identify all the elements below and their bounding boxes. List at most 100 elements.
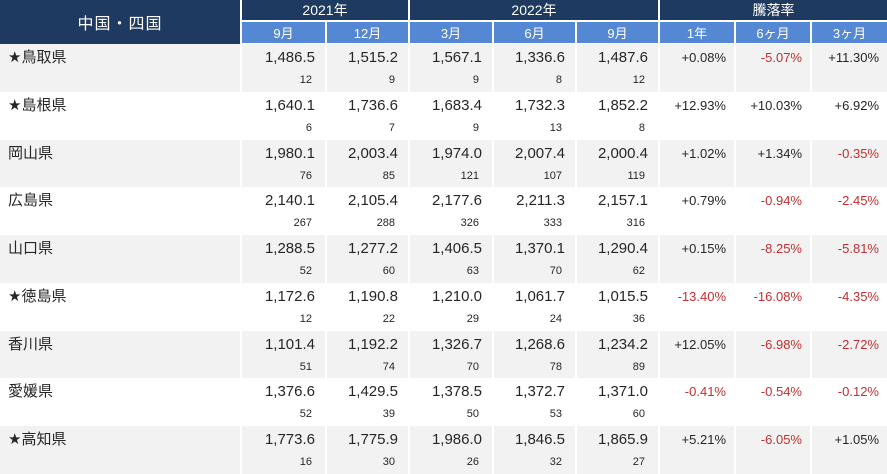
listing-count: 22	[382, 312, 395, 325]
price-cell: 1,640.1 6	[240, 91, 325, 140]
change-rate-value: -2.72%	[837, 336, 879, 352]
change-rate-cell: +1.05%	[810, 426, 887, 474]
price-cell: 1,061.7 24	[492, 282, 575, 331]
price-cell: 2,007.4 107	[492, 139, 575, 188]
prefecture-name: ★島根県	[8, 96, 67, 114]
price-value: 1,290.4	[597, 240, 648, 258]
listing-count: 52	[299, 265, 312, 278]
price-cell: 1,515.2 9	[325, 44, 408, 92]
price-value: 1,773.6	[264, 431, 315, 449]
price-value: 1,192.2	[347, 335, 398, 353]
price-value: 1,268.6	[514, 335, 565, 353]
listing-count: 60	[632, 408, 645, 421]
price-value: 1,101.4	[264, 335, 315, 353]
change-rate-cell: +1.02%	[658, 139, 734, 188]
listing-count: 74	[382, 360, 395, 373]
listing-count: 24	[549, 312, 562, 325]
col-header-2022-09: 9月	[575, 22, 658, 44]
price-value: 1,865.9	[597, 431, 648, 449]
price-value: 1,487.6	[597, 49, 648, 66]
listing-count: 326	[460, 217, 479, 230]
listing-count: 267	[293, 217, 312, 230]
price-cell: 1,234.2 89	[575, 330, 658, 379]
listing-count: 9	[388, 74, 395, 86]
price-value: 1,486.5	[264, 49, 315, 66]
price-cell: 1,683.4 9	[408, 91, 492, 140]
col-header-2022-06: 6月	[492, 22, 575, 44]
price-cell: 1,277.2 60	[325, 235, 408, 283]
change-rate-value: -0.41%	[684, 384, 726, 400]
listing-count: 7	[388, 121, 395, 134]
listing-count: 62	[632, 265, 645, 278]
listing-count: 85	[382, 169, 395, 182]
listing-count: 107	[543, 169, 562, 182]
table-row: ★鳥取県 1,486.5 12 1,515.2 9 1,567.1 9 1,336.6…	[0, 44, 887, 92]
change-rate-cell: -6.98%	[734, 330, 810, 379]
table-row: 山口県 1,288.5 52 1,277.2 60 1,406.5 63 1,370.…	[0, 235, 887, 283]
price-cell: 1,336.6 8	[492, 44, 575, 92]
change-rate-value: +11.30%	[828, 50, 879, 65]
listing-count: 119	[627, 169, 645, 182]
price-cell: 1,326.7 70	[408, 330, 492, 379]
listing-count: 316	[626, 217, 645, 230]
price-cell: 1,101.4 51	[240, 330, 325, 379]
price-value: 1,974.0	[431, 144, 482, 162]
price-value: 1,172.6	[264, 287, 315, 305]
change-rate-cell: +0.08%	[658, 44, 734, 92]
price-value: 1,378.5	[431, 383, 482, 401]
change-rate-value: -0.94%	[760, 193, 802, 209]
listing-count: 60	[382, 265, 395, 278]
prefecture-name: 香川県	[8, 335, 54, 353]
listing-count: 9	[472, 121, 479, 134]
price-value: 1,567.1	[431, 49, 482, 66]
listing-count: 63	[466, 265, 479, 278]
change-rate-cell: -5.81%	[810, 235, 887, 283]
price-cell: 1,371.0 60	[575, 378, 658, 427]
price-cell: 1,268.6 78	[492, 330, 575, 379]
listing-count: 121	[460, 169, 479, 182]
change-rate-value: -5.81%	[837, 241, 879, 257]
price-cell: 1,190.8 22	[325, 282, 408, 331]
price-value: 1,277.2	[347, 240, 398, 258]
listing-count: 78	[549, 360, 562, 373]
price-cell: 1,429.5 39	[325, 378, 408, 427]
price-value: 2,140.1	[264, 192, 315, 210]
price-cell: 1,567.1 9	[408, 44, 492, 92]
price-cell: 1,487.6 12	[575, 44, 658, 92]
change-rate-cell: +11.30%	[810, 44, 887, 92]
change-rate-cell: -5.07%	[734, 44, 810, 92]
change-rate-value: -0.54%	[760, 384, 802, 400]
price-value: 1,288.5	[264, 240, 315, 258]
change-rate-value: +1.34%	[757, 145, 802, 161]
listing-count: 27	[632, 456, 645, 469]
prefecture-name: ★鳥取県	[8, 49, 67, 66]
price-cell: 1,974.0 121	[408, 139, 492, 188]
change-rate-value: +5.21%	[681, 432, 726, 448]
change-rate-cell: -13.40%	[658, 282, 734, 331]
change-rate-value: +1.05%	[834, 432, 879, 448]
change-rate-cell: -0.12%	[810, 378, 887, 427]
change-rate-cell: -4.35%	[810, 282, 887, 331]
price-value: 1,234.2	[597, 335, 648, 353]
price-value: 1,846.5	[514, 431, 565, 449]
change-rate-cell: +12.05%	[658, 330, 734, 379]
listing-count: 16	[299, 456, 312, 469]
price-cell: 1,736.6 7	[325, 91, 408, 140]
price-value: 1,376.6	[264, 383, 315, 401]
listing-count: 39	[382, 408, 395, 421]
listing-count: 8	[555, 74, 562, 86]
price-cell: 1,852.2 8	[575, 91, 658, 140]
listing-count: 12	[632, 74, 645, 86]
prefecture-name: 広島県	[8, 192, 54, 210]
change-rate-cell: -8.25%	[734, 235, 810, 283]
price-cell: 2,157.1 316	[575, 187, 658, 236]
price-cell: 1,986.0 26	[408, 426, 492, 474]
listing-count: 53	[549, 408, 562, 421]
prefecture-name: 岡山県	[8, 144, 54, 162]
change-rate-cell: -2.45%	[810, 187, 887, 236]
change-rate-value: -8.25%	[760, 241, 802, 257]
price-value: 1,061.7	[514, 287, 565, 305]
price-value: 1,640.1	[264, 96, 315, 114]
prefecture-name: 愛媛県	[8, 383, 54, 401]
